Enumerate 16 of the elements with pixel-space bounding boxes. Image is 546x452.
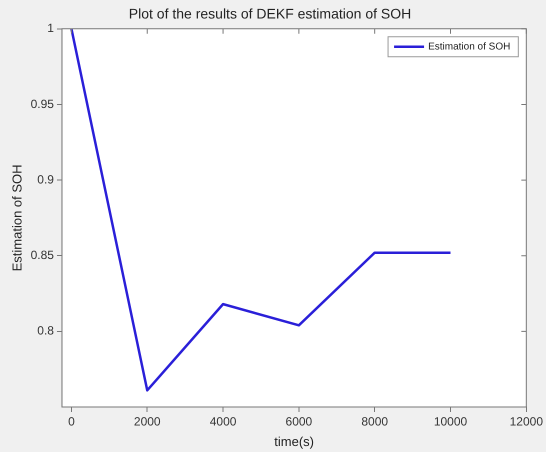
y-tick-label: 0.9 xyxy=(37,172,54,186)
chart-title: Plot of the results of DEKF estimation of SOH xyxy=(128,5,412,22)
x-tick-label: 10000 xyxy=(434,414,468,429)
y-axis-title: Estimation of SOH xyxy=(9,164,24,272)
y-tick-label: 0.85 xyxy=(30,248,54,262)
y-tick-label: 1 xyxy=(47,21,54,36)
x-tick-label: 0 xyxy=(68,414,76,429)
x-tick-label: 4000 xyxy=(210,414,237,429)
x-tick-label: 6000 xyxy=(286,414,313,429)
legend-label: Estimation of SOH xyxy=(428,42,510,53)
x-tick-label: 2000 xyxy=(134,414,161,429)
x-axis-title: time(s) xyxy=(274,434,314,449)
x-tick-label: 12000 xyxy=(510,414,544,429)
x-tick-label: 8000 xyxy=(361,414,388,429)
y-tick-label: 0.8 xyxy=(37,324,54,338)
y-tick-label: 0.95 xyxy=(30,96,54,111)
